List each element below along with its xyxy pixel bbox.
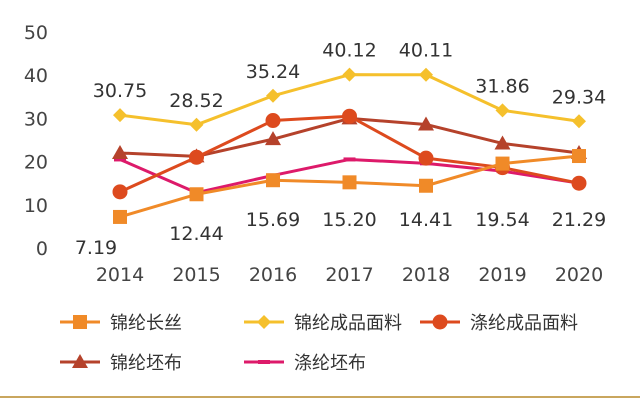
x-tick-label: 2019	[478, 264, 526, 286]
data-point	[189, 149, 204, 165]
data-point	[419, 178, 433, 193]
data-label: 14.41	[399, 209, 453, 231]
data-point	[265, 131, 281, 146]
legend-marker	[258, 360, 270, 364]
data-point	[112, 144, 128, 159]
data-label: 29.34	[552, 86, 606, 108]
x-tick-label: 2016	[249, 264, 297, 286]
data-point	[418, 150, 434, 166]
data-point	[494, 135, 511, 150]
legend-label: 锦纶长丝	[110, 313, 182, 334]
data-point	[571, 175, 587, 191]
data-label: 35.24	[246, 61, 300, 83]
data-label: 40.12	[322, 40, 376, 62]
data-point	[342, 108, 357, 124]
data-point	[418, 116, 434, 131]
y-tick-label: 0	[36, 238, 48, 260]
x-tick-label: 2018	[402, 264, 450, 286]
data-point	[113, 108, 127, 123]
data-point	[189, 187, 204, 202]
data-point	[343, 157, 356, 162]
data-point	[112, 184, 128, 200]
y-tick-label: 20	[24, 152, 48, 174]
data-point	[572, 114, 586, 129]
data-point	[342, 175, 357, 190]
x-tick-label: 2014	[96, 264, 144, 286]
legend-label: 锦纶成品面料	[294, 313, 402, 334]
data-label: 7.19	[75, 237, 117, 259]
data-label: 19.54	[475, 209, 529, 231]
data-point	[113, 209, 127, 224]
legend-marker	[73, 315, 87, 329]
data-label: 12.44	[169, 223, 223, 245]
y-tick-label: 10	[24, 195, 48, 217]
data-point	[265, 113, 281, 129]
data-point	[419, 67, 433, 82]
data-point	[495, 103, 510, 118]
legend-label: 锦纶坯布	[110, 353, 182, 374]
x-tick-label: 2015	[172, 264, 220, 286]
data-point	[189, 117, 204, 132]
data-label: 31.86	[475, 75, 529, 97]
data-point	[495, 156, 510, 171]
data-label: 40.11	[399, 40, 453, 62]
data-point	[266, 173, 280, 188]
data-label: 28.52	[169, 90, 223, 112]
data-label: 21.29	[552, 209, 606, 231]
x-tick-label: 2020	[555, 264, 603, 286]
bottom-divider	[0, 396, 640, 398]
data-point	[114, 157, 126, 162]
y-tick-label: 40	[24, 65, 48, 87]
data-label: 30.75	[93, 80, 147, 102]
data-label: 15.20	[322, 209, 376, 231]
legend-marker	[432, 314, 448, 330]
legend-label: 涤纶坯布	[294, 353, 366, 374]
legend-marker	[257, 315, 271, 329]
data-point	[572, 149, 586, 164]
x-tick-label: 2017	[325, 264, 373, 286]
data-point	[342, 67, 357, 82]
legend-marker	[72, 354, 88, 368]
data-point	[266, 88, 280, 103]
y-tick-label: 30	[24, 108, 48, 130]
legend-label: 涤纶成品面料	[470, 313, 578, 334]
y-tick-label: 50	[24, 22, 48, 44]
data-label: 15.69	[246, 209, 300, 231]
